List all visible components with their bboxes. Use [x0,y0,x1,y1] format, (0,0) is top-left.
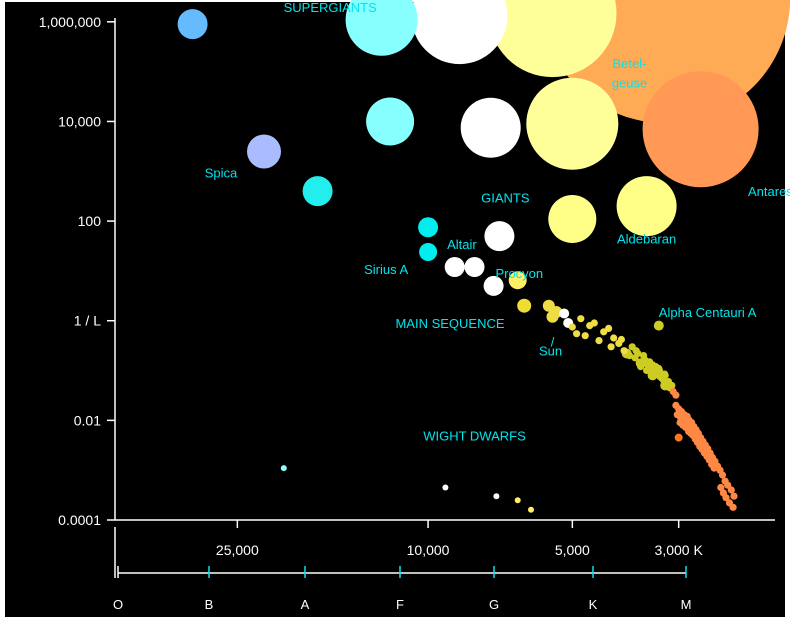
y-tick-label: 0.0001 [58,512,101,528]
stars-layer [177,0,790,513]
annotation-label: Antares [748,184,790,199]
annotation-label: Sirius A [364,262,408,277]
x-tick-label: 25,000 [216,542,259,558]
star-point [345,0,418,56]
x-tick-label: 5,000 [555,542,590,558]
star-point [177,9,208,40]
star-point [464,257,485,277]
class-tick-label: B [205,597,214,612]
star-point [528,506,534,513]
star-point [302,176,333,207]
annotation-label: GIANTS [481,190,530,205]
star-point [444,257,465,277]
star-point [493,493,500,500]
main-sequence-dot [672,391,680,399]
star-point [642,71,759,188]
y-tick-label: 100 [78,213,102,229]
star-point [674,433,683,442]
y-tick-label: 0.01 [74,412,101,428]
main-sequence-dot [718,471,727,479]
main-sequence-dot [722,494,730,502]
annotation-label: Alpha Centauri A [659,305,757,320]
annotation-label: SUPERGIANTS [284,0,378,15]
star-point [419,243,438,261]
main-sequence-dot [637,363,645,371]
star-point [247,134,281,169]
main-sequence-dot [568,323,576,331]
main-sequence-dot [702,447,710,455]
star-point [442,484,449,491]
star-point [488,0,617,78]
main-sequence-dot [729,503,737,511]
annotation-label: Betel- [613,56,647,71]
star-point [411,0,508,65]
main-sequence-dot [581,332,589,340]
annotation-label: Spica [205,165,238,180]
class-tick-label: O [113,597,123,612]
main-sequence-dot [615,339,623,347]
main-sequence-dot [590,319,598,327]
main-sequence-dot [573,330,581,338]
star-point [484,221,515,252]
main-sequence-dot [661,370,669,378]
star-point [280,465,287,472]
main-sequence-dot [655,366,664,375]
star-point [548,195,597,243]
star-point [653,320,664,331]
star-point [616,176,677,237]
main-sequence-dots-layer [568,315,738,511]
annotation-label: Altair [447,237,477,252]
annotations: SUPERGIANTS Betel-geuse Spica Antares GIANTS… [205,0,790,443]
class-tick-label: G [489,597,499,612]
main-sequence-dot [607,343,615,351]
main-sequence-dot [605,324,613,332]
y-tick-label: 1,000,000 [39,14,101,30]
x-ticks: 25,000 10,000 5,000 3,000 K [216,520,704,558]
main-sequence-dot [595,337,603,345]
star-point [559,308,570,319]
star-point [517,298,532,313]
main-sequence-dot [632,347,640,355]
star-point [550,306,563,318]
star-point [514,497,521,504]
y-tick-label: 1 / L [74,313,101,329]
star-point [418,217,439,238]
star-point [483,275,504,296]
star-point [508,271,527,290]
y-ticks: 1,000,000 10,000 100 1 / L 0.01 0.0001 [39,14,115,528]
annotation-label: / [551,335,555,350]
annotation-label: Procyon [495,266,543,281]
class-tick-label: K [589,597,598,612]
annotation-label: Sun [539,344,562,359]
class-tick-label: A [301,597,310,612]
star-point [526,77,619,170]
x-tick-label: 10,000 [407,542,450,558]
annotation-label: geuse [612,76,647,91]
axes-layer [114,18,775,578]
main-sequence-dot [727,486,735,494]
main-sequence-dot [717,483,725,492]
main-sequence-dot [625,352,634,360]
main-sequence-dot [620,347,628,355]
main-sequence-dot [577,315,585,323]
x-tick-label: 3,000 K [655,542,704,558]
class-tick-label: M [681,597,692,612]
main-sequence-dot [710,464,718,472]
star-point [460,97,521,158]
main-sequence-dot [610,334,618,342]
annotation-label: MAIN SEQUENCE [395,316,504,331]
star-point [366,97,415,146]
annotation-label: WIGHT DWARFS [423,428,526,443]
annotation-label: Aldebaran [617,231,676,246]
y-tick-label: 10,000 [58,113,101,129]
class-tick-label: F [396,597,404,612]
main-sequence-dot [730,492,738,500]
